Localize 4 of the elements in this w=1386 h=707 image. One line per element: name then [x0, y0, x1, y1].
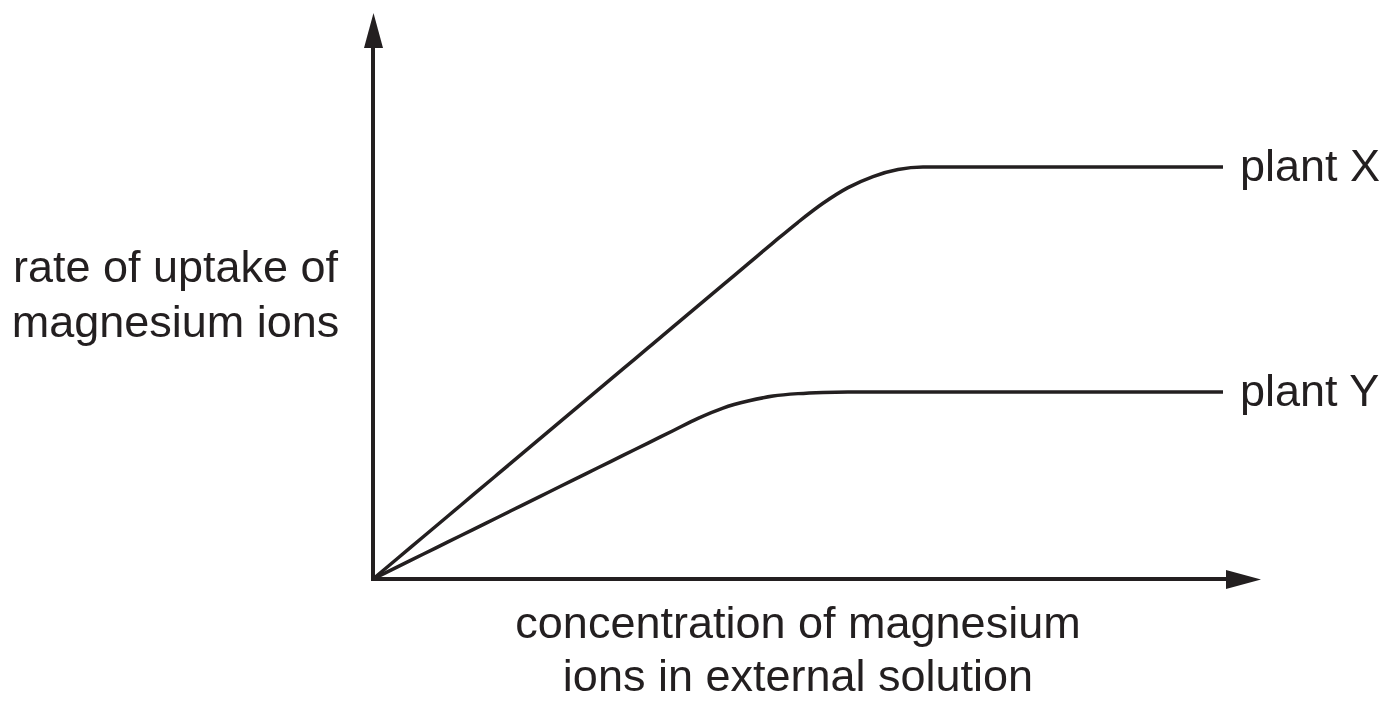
series-label: plant X [1240, 140, 1381, 192]
series-label: plant Y [1240, 365, 1380, 417]
x-axis-title: concentration of magnesium ions in external solution [515, 597, 1081, 702]
y-axis-title: rate of uptake of magnesium ions [11, 241, 340, 348]
